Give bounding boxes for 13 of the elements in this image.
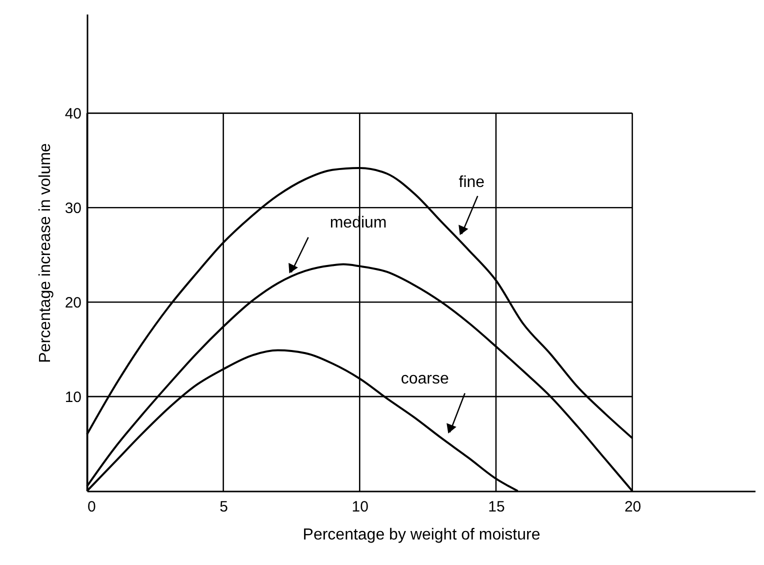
x-tick-label: 10 [352, 498, 368, 516]
x-tick-label: 0 [88, 498, 96, 516]
x-tick-label: 15 [488, 498, 505, 516]
y-tick-label: 30 [64, 200, 82, 218]
series-label: coarse [400, 370, 449, 388]
x-tick-label: 20 [624, 498, 642, 516]
x-tick-label: 5 [220, 498, 228, 516]
text: fine [458, 174, 485, 191]
y-tick-label: 20 [64, 294, 82, 312]
y-tick-label: 10 [64, 389, 82, 406]
y-axis-title: Percentage increase in volume [36, 143, 54, 363]
x-axis-title: Percentage by weight of moisture [302, 526, 540, 544]
y-tick-label: 40 [64, 106, 82, 123]
